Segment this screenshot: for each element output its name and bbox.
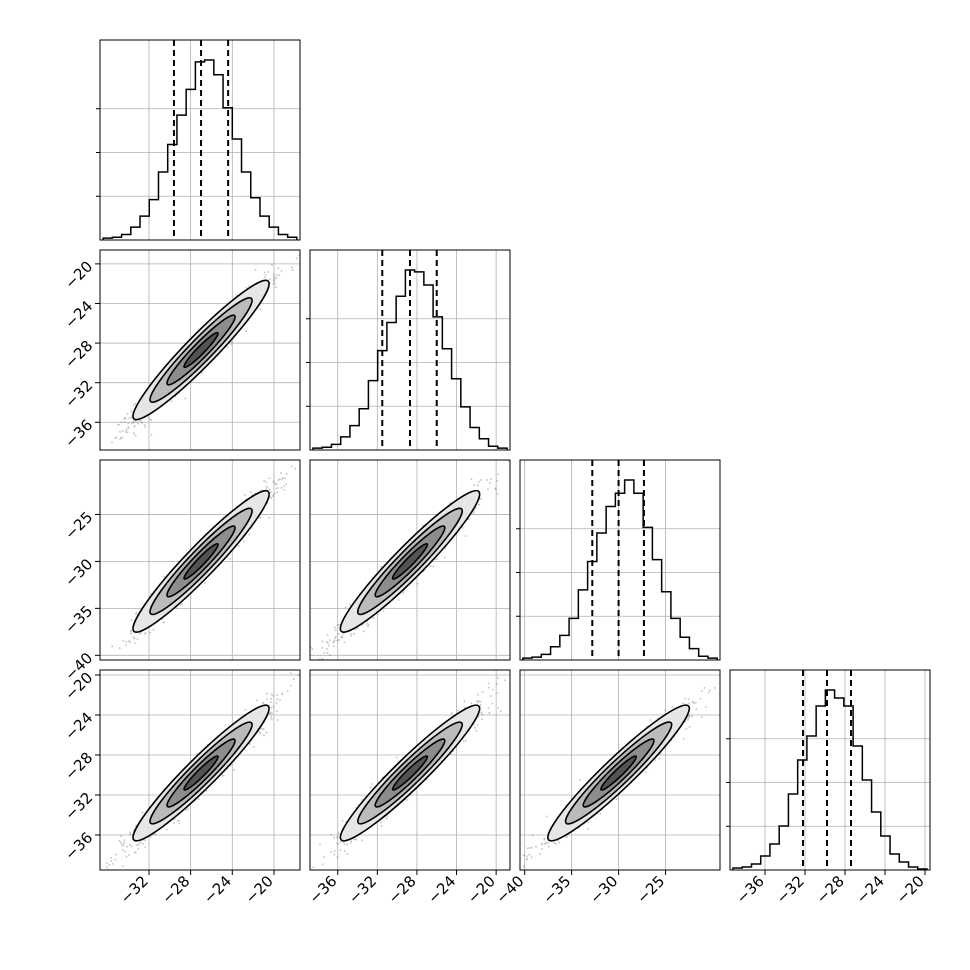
contour-level-3 (391, 542, 429, 580)
panel-2-2 (516, 459, 721, 661)
contour-level-3 (600, 755, 638, 791)
panel-frame (99, 459, 301, 661)
scatter-area (310, 670, 510, 870)
panels-layer (96, 39, 931, 871)
panel-3-3 (726, 669, 931, 871)
panel-3-1 (309, 669, 511, 871)
scatter-area (100, 460, 300, 660)
panel-2-1 (309, 459, 511, 661)
grid-lines (100, 40, 300, 240)
panel-frame (519, 669, 721, 871)
histogram-step-2 (522, 479, 718, 660)
histogram-step-3 (732, 689, 928, 870)
panel-3-2 (519, 669, 721, 871)
panel-frame (309, 249, 511, 451)
contour-level-3 (183, 755, 219, 791)
panel-frame (309, 459, 511, 661)
panel-frame (729, 669, 931, 871)
contour-level-3 (183, 331, 219, 369)
panel-0-0 (96, 39, 301, 241)
panel-1-1 (306, 249, 511, 451)
panel-2-0 (99, 459, 301, 661)
panel-frame (99, 249, 301, 451)
panel-frame (99, 669, 301, 871)
panel-frame (99, 39, 301, 241)
histogram-step-0 (102, 59, 298, 240)
contour-level-3 (183, 542, 219, 580)
scatter-area (100, 670, 300, 870)
panel-frame (309, 669, 511, 871)
panel-frame (519, 459, 721, 661)
panel-3-0 (99, 669, 301, 871)
scatter-area (310, 460, 510, 660)
scatter-area (100, 250, 300, 450)
scatter-area (520, 670, 720, 870)
grid-lines (730, 670, 930, 870)
contour-level-3 (391, 755, 429, 791)
panel-1-0 (99, 249, 301, 451)
